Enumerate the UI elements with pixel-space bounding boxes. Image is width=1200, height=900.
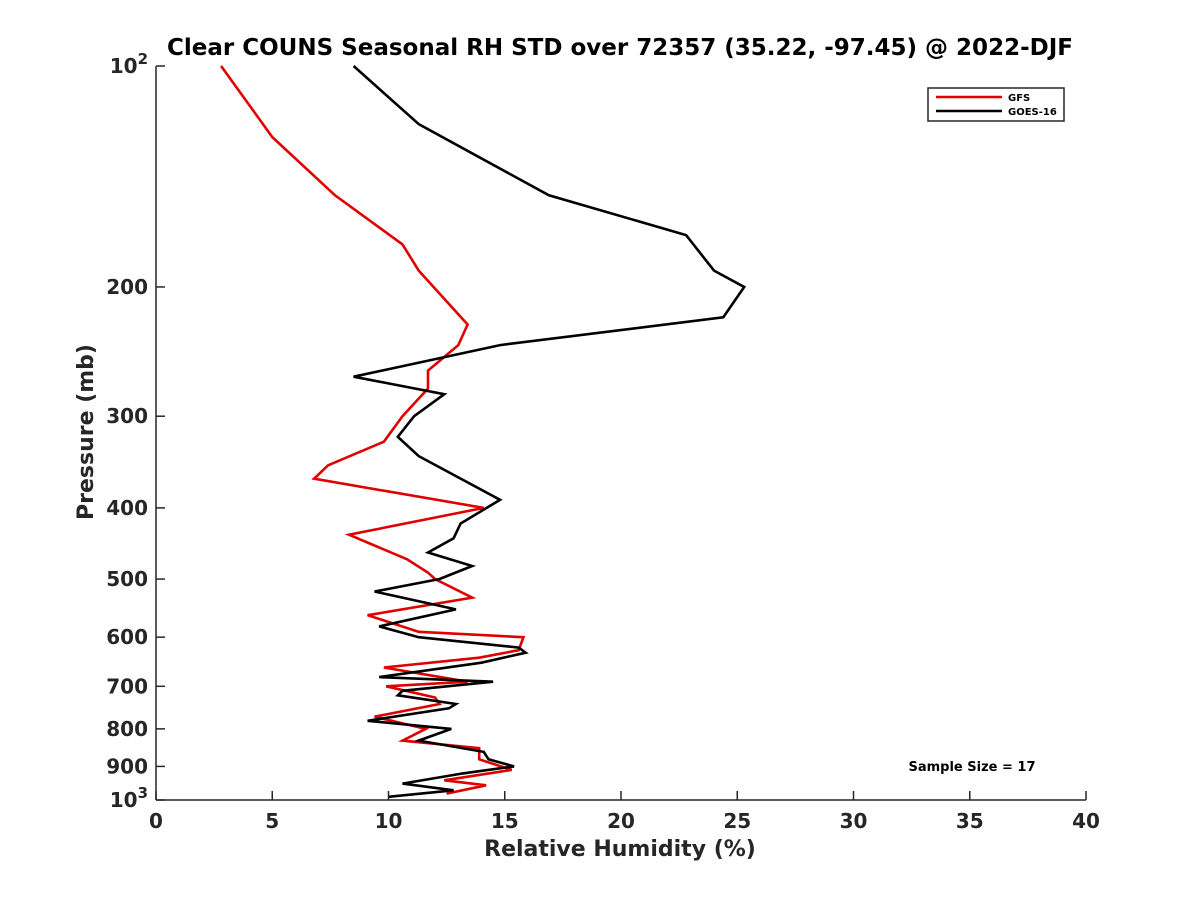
plot-area bbox=[155, 65, 1086, 801]
x-tick-label: 15 bbox=[491, 809, 519, 833]
y-tick-label: 800 bbox=[106, 717, 148, 741]
x-axis-label: Relative Humidity (%) bbox=[484, 837, 756, 862]
legend-label: GOES-16 bbox=[1008, 107, 1057, 118]
x-tick-label: 35 bbox=[956, 809, 984, 833]
series-line-gfs bbox=[220, 65, 526, 795]
chart-title: Clear COUNS Seasonal RH STD over 72357 (… bbox=[167, 35, 1073, 61]
x-tick-label: 25 bbox=[723, 809, 751, 833]
y-tick-label: 102 bbox=[110, 50, 148, 78]
sample-size-annotation: Sample Size = 17 bbox=[908, 760, 1035, 775]
series-line-goes-16 bbox=[352, 65, 747, 799]
y-axis-ticks: 102 200 300 400 500 600 700 800 900 103 bbox=[106, 50, 165, 812]
x-axis-ticks: 0 5 10 15 20 25 30 35 40 bbox=[149, 791, 1100, 833]
x-tick-label: 5 bbox=[265, 809, 279, 833]
y-tick-label: 500 bbox=[106, 567, 148, 591]
legend-box bbox=[927, 87, 1065, 122]
y-tick-label: 400 bbox=[106, 496, 148, 520]
legend: GFS GOES-16 bbox=[927, 87, 1065, 122]
y-tick-label: 600 bbox=[106, 625, 148, 649]
y-axis-label: Pressure (mb) bbox=[74, 344, 99, 520]
y-tick-label: 900 bbox=[106, 754, 148, 778]
x-tick-label: 0 bbox=[149, 809, 163, 833]
x-tick-label: 20 bbox=[607, 809, 635, 833]
y-tick-label: 103 bbox=[110, 784, 148, 812]
legend-label: GFS bbox=[1008, 93, 1030, 104]
x-tick-label: 10 bbox=[375, 809, 403, 833]
x-tick-label: 30 bbox=[840, 809, 868, 833]
y-tick-label: 700 bbox=[106, 674, 148, 698]
x-tick-label: 40 bbox=[1072, 809, 1100, 833]
y-tick-label: 200 bbox=[106, 275, 148, 299]
y-tick-label: 300 bbox=[106, 404, 148, 428]
